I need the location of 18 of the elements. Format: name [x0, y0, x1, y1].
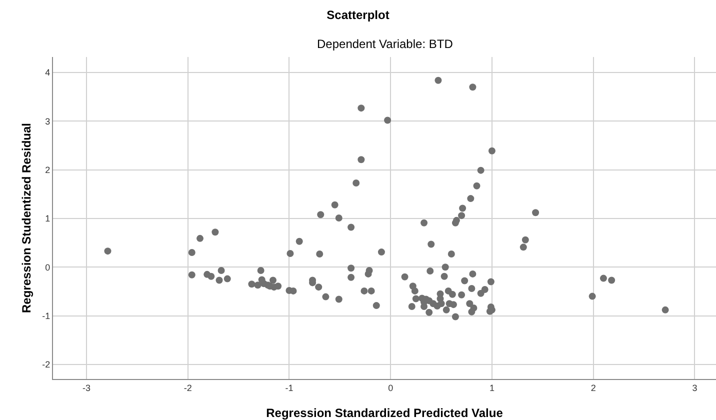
y-tick-label: 1 [45, 214, 50, 224]
chart-subtitle: Dependent Variable: BTD [317, 37, 454, 51]
chart-title: Scatterplot [326, 8, 390, 22]
y-tick-label: 2 [45, 165, 50, 175]
x-tick-label: 3 [692, 382, 698, 393]
y-tick-label: -1 [42, 310, 50, 321]
y-tick-label: 0 [45, 262, 50, 272]
x-tick-label: 0 [388, 382, 394, 393]
x-axis-title: Regression Standardized Predicted Value [266, 406, 504, 420]
x-tick-label: -1 [285, 382, 294, 393]
x-tick-label: 2 [590, 382, 596, 393]
y-axis-title: Regression Studentized Residual [19, 122, 34, 314]
x-tick-label: -3 [82, 382, 90, 393]
x-tick-label: -2 [184, 382, 192, 393]
x-tick-label: 1 [489, 382, 494, 393]
y-tick-label: -2 [42, 360, 50, 370]
y-tick-label: 4 [45, 68, 50, 78]
y-tick-label: 3 [45, 116, 50, 126]
